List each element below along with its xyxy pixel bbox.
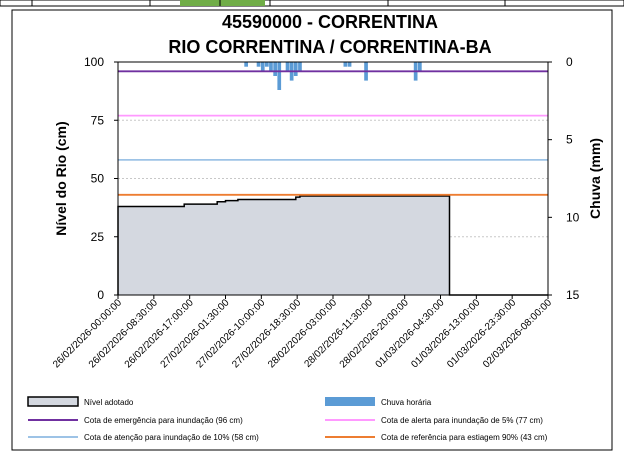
rain-bar xyxy=(285,62,290,72)
legend-label: Cota de referência para estiagem 90% (43… xyxy=(381,433,548,442)
rain-bar-layer xyxy=(244,62,422,90)
rain-bar xyxy=(277,62,282,90)
x-tick-label: 26/02/2026-17:00:00 xyxy=(123,297,196,370)
x-tick-label: 01/03/2026-13:00:00 xyxy=(409,297,482,370)
y-tick-label: 50 xyxy=(91,172,105,186)
level-area-layer xyxy=(117,195,548,296)
rain-bar xyxy=(256,62,261,67)
y2-tick-label: 0 xyxy=(566,55,573,69)
rain-bar xyxy=(343,62,348,67)
top-table-cell xyxy=(387,0,506,7)
x-tick-label: 01/03/2026-04:30:00 xyxy=(374,297,447,370)
rain-bar xyxy=(418,62,422,72)
rain-bar xyxy=(260,62,265,72)
x-tick-label: 01/03/2026-23:30:00 xyxy=(445,297,518,370)
rain-bar xyxy=(298,62,302,72)
legend-swatch xyxy=(325,397,375,406)
rain-bar xyxy=(347,62,352,67)
legend-label: Cota de atenção para inundação de 10% (5… xyxy=(84,433,259,442)
y2-tick-label: 5 xyxy=(566,133,573,147)
chart-frame xyxy=(11,9,613,451)
y2-axis-label: Chuva (mm) xyxy=(587,138,603,219)
y-tick-label: 75 xyxy=(91,113,105,127)
threshold-lines xyxy=(118,70,548,196)
x-tick-label: 28/02/2026-20:00:00 xyxy=(338,297,411,370)
legend-swatch xyxy=(27,396,79,407)
top-table-cell xyxy=(269,0,389,7)
rain-bar xyxy=(293,62,298,76)
legend-label: Nível adotado xyxy=(84,398,134,407)
level-line xyxy=(117,195,548,296)
y-tick-label: 0 xyxy=(97,288,104,302)
x-tick-label: 28/02/2026-11:30:00 xyxy=(302,297,375,370)
level-area xyxy=(118,196,548,295)
legend-label: Cota de emergência para inundação (96 cm… xyxy=(84,416,243,425)
x-tick-label: 28/02/2026-03:00:00 xyxy=(266,297,339,370)
rain-bar xyxy=(265,62,269,67)
legend-label: Chuva horária xyxy=(381,398,432,407)
rain-bar xyxy=(273,62,277,76)
chart-title: 45590000 - CORRENTINA xyxy=(222,12,438,32)
y-tick-label: 25 xyxy=(91,230,105,244)
legend: Nível adotado Chuva horária Cota de emergê… xyxy=(27,396,548,442)
chart-subtitle: RIO CORRENTINA / CORRENTINA-BA xyxy=(168,37,491,57)
x-tick-label: 26/02/2026-00:00:00 xyxy=(51,297,124,370)
rain-bar xyxy=(244,62,248,67)
rain-bar xyxy=(269,62,273,72)
x-tick-label: 27/02/2026-18:30:00 xyxy=(230,297,303,370)
x-tick-label: 27/02/2026-10:00:00 xyxy=(194,297,267,370)
legend-label: Cota de alerta para inundação de 5% (77 … xyxy=(381,416,543,425)
y2-tick-label: 10 xyxy=(566,210,580,224)
y2-tick-label: 15 xyxy=(566,288,580,302)
top-table-highlight xyxy=(180,0,265,6)
y-tick-label: 100 xyxy=(84,55,104,69)
x-tick-label: 26/02/2026-08:30:00 xyxy=(87,297,160,370)
x-tick-label: 27/02/2026-01:30:00 xyxy=(159,297,232,370)
x-tick-label: 02/03/2026-08:00:00 xyxy=(481,297,554,370)
top-table-cell xyxy=(31,0,151,7)
y-axis-label: Nível do Rio (cm) xyxy=(53,121,69,235)
top-table-cell xyxy=(0,0,33,7)
top-table-cell xyxy=(504,0,624,7)
